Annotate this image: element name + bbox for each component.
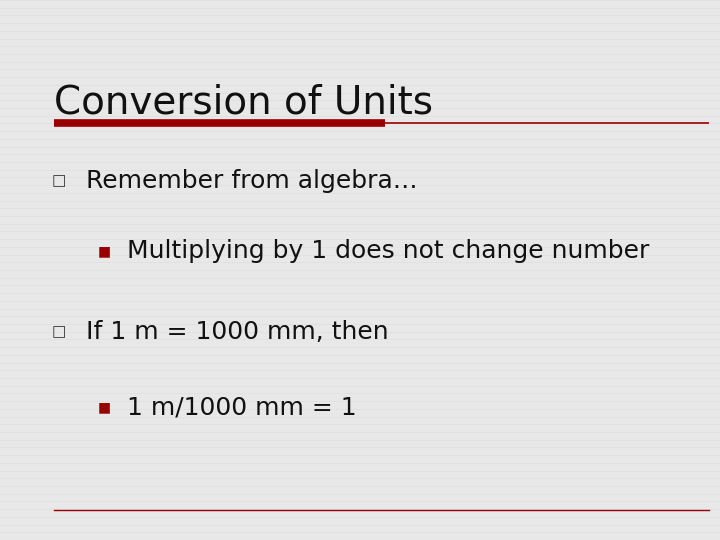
Text: If 1 m = 1000 mm, then: If 1 m = 1000 mm, then	[86, 320, 389, 344]
Text: □: □	[52, 173, 66, 188]
Text: □: □	[52, 325, 66, 340]
Text: ■: ■	[98, 401, 111, 415]
Text: ■: ■	[98, 244, 111, 258]
Text: Conversion of Units: Conversion of Units	[54, 84, 433, 122]
Text: 1 m/1000 mm = 1: 1 m/1000 mm = 1	[127, 396, 357, 420]
Text: Multiplying by 1 does not change number: Multiplying by 1 does not change number	[127, 239, 650, 263]
Text: Remember from algebra…: Remember from algebra…	[86, 169, 418, 193]
